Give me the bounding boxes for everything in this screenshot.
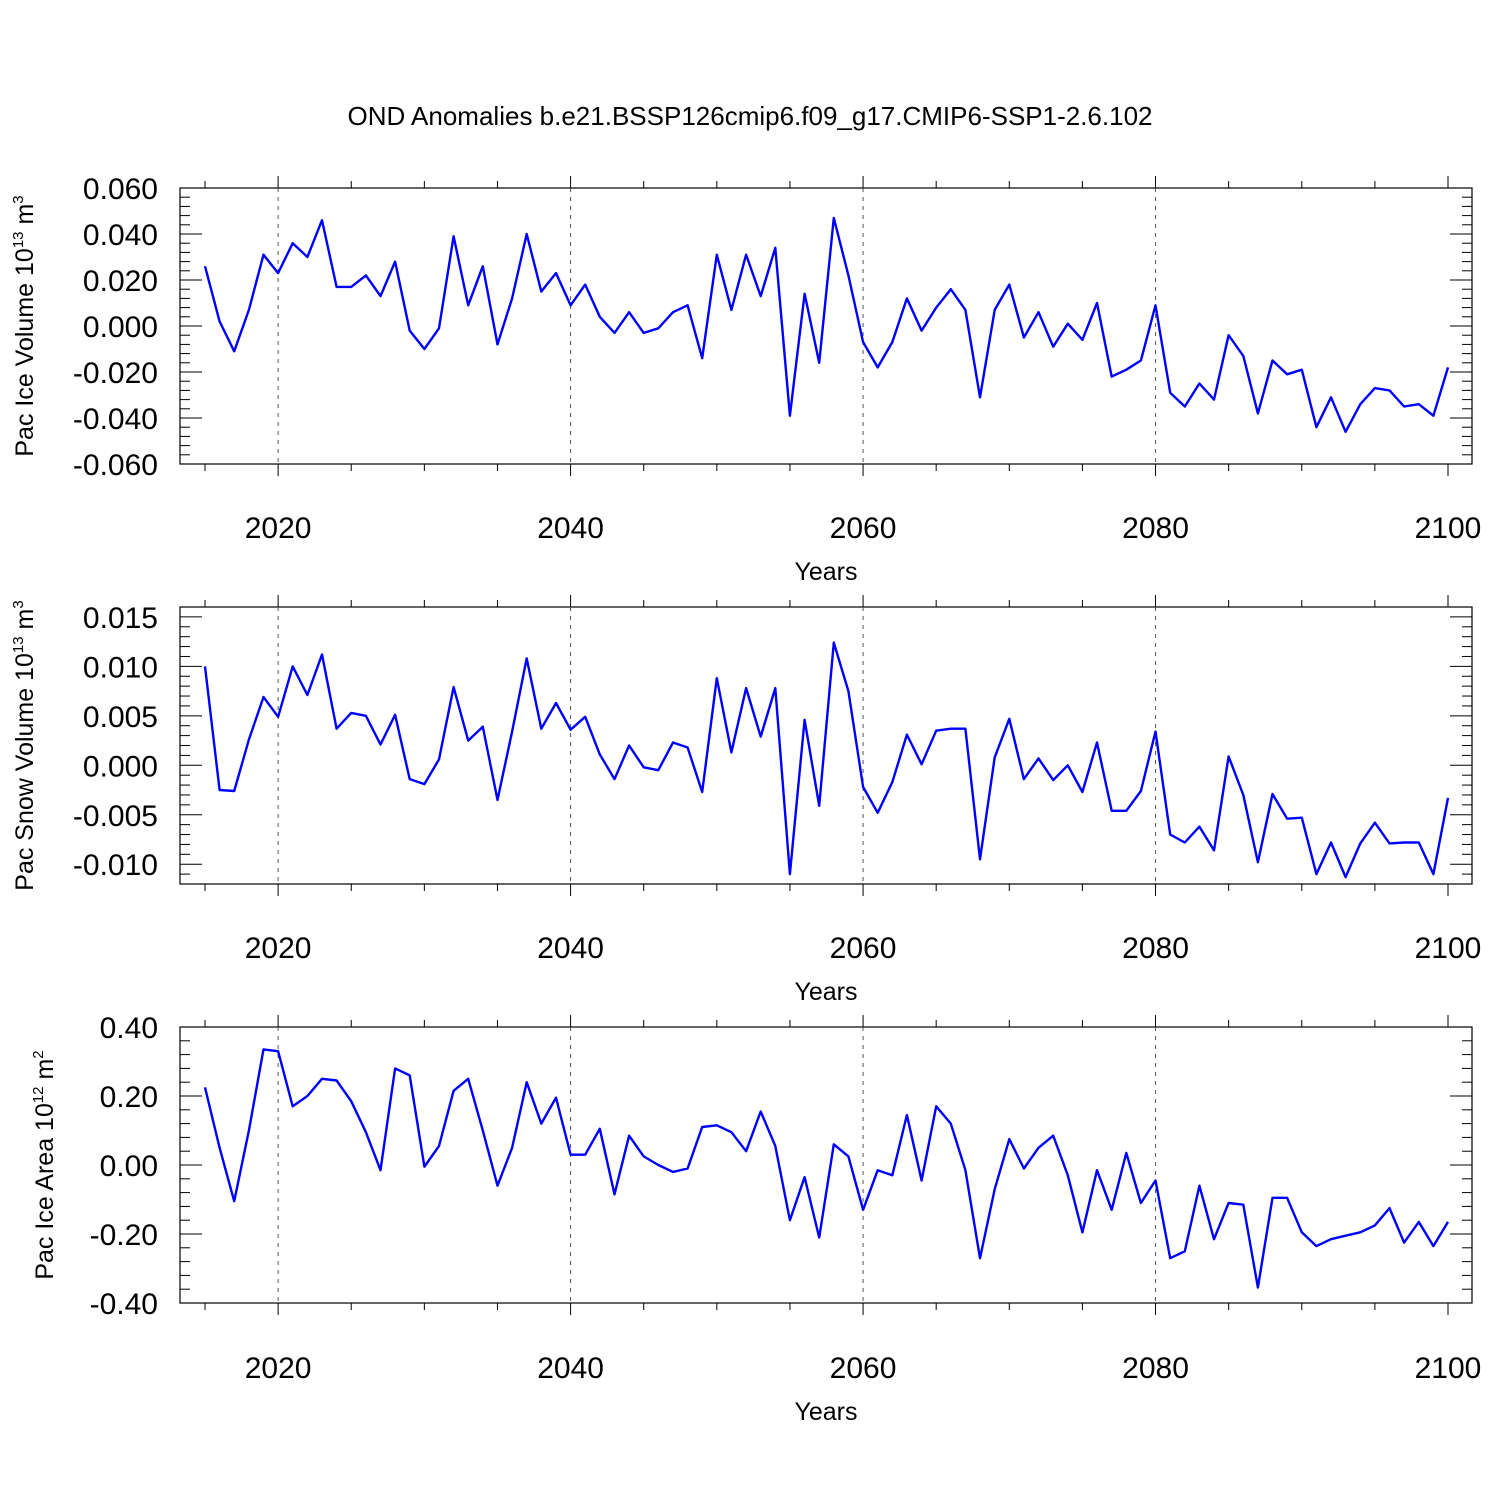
y-tick-label: -0.040 [73,403,158,436]
x-axis-label: Years [794,558,857,586]
x-tick-label-2080: 2080 [1122,932,1189,965]
y-tick-label: -0.20 [90,1219,158,1252]
y-tick-label: -0.010 [73,849,158,882]
figure-title: OND Anomalies b.e21.BSSP126cmip6.f09_g17… [347,101,1152,131]
y-tick-label: 0.005 [83,701,158,734]
y-tick-label: 0.00 [100,1150,158,1183]
x-tick-label-2040: 2040 [537,512,604,545]
x-tick-label-2040: 2040 [537,932,604,965]
x-tick-label-2100: 2100 [1415,932,1482,965]
y-axis-label: Pac Ice Volume 1013 m3 [10,195,39,456]
y-axis-label: Pac Ice Area 1012 m2 [30,1050,59,1279]
x-tick-label-2020: 2020 [245,1352,312,1385]
y-tick-label: 0.40 [100,1012,158,1045]
x-tick-label-2080: 2080 [1122,1352,1189,1385]
x-tick-label-2020: 2020 [245,932,312,965]
x-tick-label-2080: 2080 [1122,512,1189,545]
x-tick-label-2040: 2040 [537,1352,604,1385]
chart-panel-2: 2020 2040 2060 2080 2100 -0.010 -0.005 0.000 0.0… [10,595,1481,1006]
y-tick-label: 0.010 [83,651,158,684]
x-tick-label-2060: 2060 [830,932,897,965]
chart-panel-3: 2020 2040 2060 2080 2100 -0.40 -0.20 0.00 0.20 0.… [30,1012,1481,1426]
x-tick-label-2100: 2100 [1415,1352,1482,1385]
y-tick-label: 0.20 [100,1081,158,1114]
chart-panel-1: 2020 2040 2060 2080 2100 -0.060 -0.040 -0.020 0.… [10,173,1481,586]
y-tick-label: -0.020 [73,357,158,390]
y-tick-label: 0.040 [83,219,158,252]
x-tick-label-2060: 2060 [830,512,897,545]
y-tick-label: 0.015 [83,602,158,635]
x-tick-label-2060: 2060 [830,1352,897,1385]
series-line-pac-snow-volume [203,641,1450,879]
x-tick-label-2020: 2020 [245,512,312,545]
series-line-pac-ice-volume [203,216,1450,433]
series-line-pac-ice-area [203,1048,1450,1289]
y-tick-label: 0.000 [83,750,158,783]
x-tick-label-2100: 2100 [1415,512,1482,545]
y-tick-label: -0.005 [73,800,158,833]
y-tick-label: 0.000 [83,311,158,344]
y-tick-label: -0.060 [73,449,158,482]
y-tick-label: 0.060 [83,173,158,206]
x-axis-label: Years [794,978,857,1006]
y-tick-label: -0.40 [90,1288,158,1321]
y-tick-label: 0.020 [83,265,158,298]
y-axis-label: Pac Snow Volume 1013 m3 [10,600,39,890]
x-axis-label: Years [794,1398,857,1426]
